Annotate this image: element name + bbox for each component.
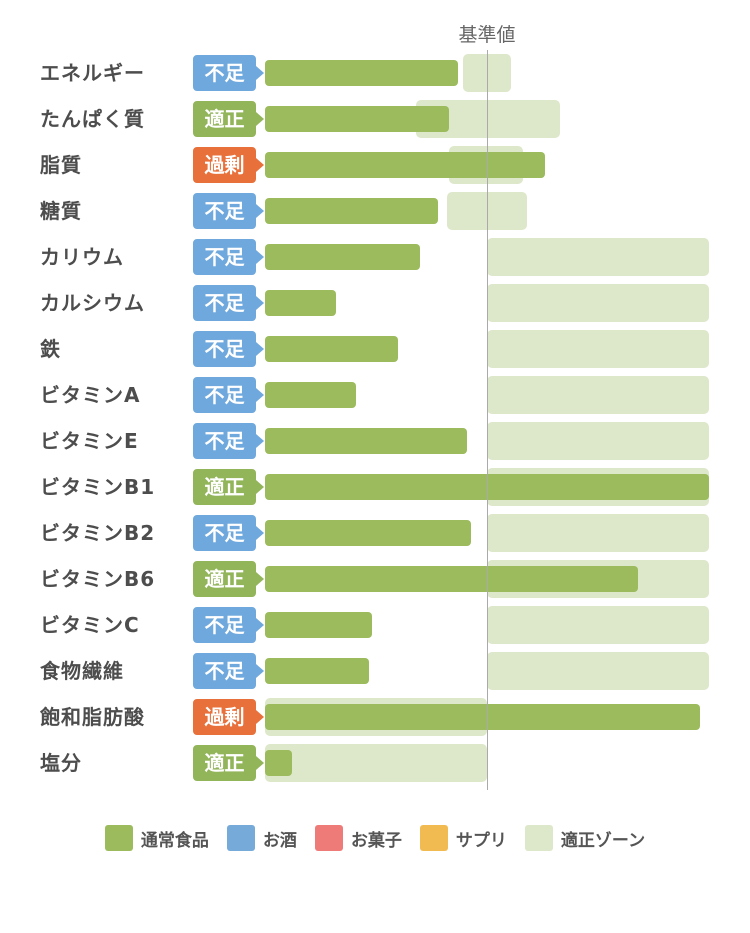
intake-bar [265,704,701,730]
chart-row: ビタミンE 不足 [0,418,750,464]
chart-row: カルシウム 不足 [0,280,750,326]
status-badge: 過剰 [193,147,264,183]
status-badge: 不足 [193,285,264,321]
legend-label: お酒 [262,830,297,851]
legend-swatch [524,825,553,851]
intake-bar [265,198,439,224]
chart-row: 脂質 過剰 [0,142,750,188]
chart-row: ビタミンC 不足 [0,602,750,648]
optimal-zone [462,54,512,92]
chart-row: ビタミンB2 不足 [0,510,750,556]
status-badge: 不足 [193,423,264,459]
legend-label: 通常食品 [140,830,209,851]
intake-bar [265,244,421,270]
nutrient-label: 鉄 [40,337,61,361]
optimal-zone [265,744,487,782]
legend-label: お菓子 [350,830,402,851]
status-badge: 不足 [193,377,264,413]
nutrient-label: 塩分 [40,751,82,775]
legend-item: サプリ [419,825,507,851]
status-badge: 不足 [193,193,264,229]
legend-item: お酒 [226,825,297,851]
chart-row: エネルギー 不足 [0,50,750,96]
legend-swatch [314,825,343,851]
reference-label: 基準値 [458,24,516,46]
nutrient-label: たんぱく質 [40,107,145,131]
nutrient-label: ビタミンB6 [40,567,156,591]
nutrient-label: ビタミンA [40,383,141,407]
nutrient-label: ビタミンB1 [40,475,156,499]
optimal-zone [487,514,709,552]
legend-swatch [419,825,448,851]
chart-row: ビタミンB1 適正 [0,464,750,510]
nutrient-label: カリウム [40,245,124,269]
nutrient-chart: 基準値 エネルギー 不足 たんぱく質 適正 脂質 過剰 糖質 不足 カリウム 不足 カルシウム 不足鉄… [0,24,750,790]
optimal-zone [487,330,709,368]
status-badge: 適正 [193,101,264,137]
status-badge: 不足 [193,331,264,367]
legend-item: お菓子 [314,825,402,851]
nutrient-label: 食物繊維 [40,659,124,683]
intake-bar [265,60,459,86]
legend: 通常食品 お酒 お菓子 サプリ 適正ゾーン [0,825,750,851]
chart-row: ビタミンA 不足 [0,372,750,418]
nutrient-label: ビタミンC [40,613,140,637]
optimal-zone [487,422,709,460]
chart-row: 鉄 不足 [0,326,750,372]
legend-item: 適正ゾーン [524,825,646,851]
legend-swatch [104,825,133,851]
nutrient-label: 糖質 [40,199,82,223]
intake-bar [265,152,545,178]
intake-bar [265,428,468,454]
status-badge: 不足 [193,515,264,551]
intake-bar [265,106,450,132]
status-badge: 不足 [193,55,264,91]
chart-row: カリウム 不足 [0,234,750,280]
chart-row: 糖質 不足 [0,188,750,234]
chart-row: たんぱく質 適正 [0,96,750,142]
optimal-zone [487,376,709,414]
chart-row: ビタミンB6 適正 [0,556,750,602]
intake-bar [265,382,357,408]
chart-row: 飽和脂肪酸 過剰 [0,694,750,740]
intake-bar [265,336,399,362]
optimal-zone [447,192,527,230]
optimal-zone [487,606,709,644]
nutrient-label: ビタミンE [40,429,139,453]
intake-bar [265,750,292,776]
chart-row: 塩分 適正 [0,740,750,786]
nutrient-label: エネルギー [40,61,145,85]
intake-bar [265,566,638,592]
status-badge: 不足 [193,239,264,275]
nutrient-label: 飽和脂肪酸 [40,705,145,729]
legend-label: 適正ゾーン [560,830,646,851]
status-badge: 適正 [193,561,264,597]
status-badge: 適正 [193,745,264,781]
intake-bar [265,290,337,316]
intake-bar [265,520,472,546]
nutrient-label: カルシウム [40,291,145,315]
status-badge: 適正 [193,469,264,505]
intake-bar [265,658,370,684]
optimal-zone [487,284,709,322]
chart-row: 食物繊維 不足 [0,648,750,694]
status-badge: 不足 [193,653,264,689]
legend-label: サプリ [455,830,507,851]
optimal-zone [487,238,709,276]
status-badge: 過剰 [193,699,264,735]
status-badge: 不足 [193,607,264,643]
legend-swatch [226,825,255,851]
intake-bar [265,612,372,638]
optimal-zone [487,652,709,690]
legend-item: 通常食品 [104,825,209,851]
nutrient-label: 脂質 [40,153,82,177]
reference-line [487,50,488,790]
nutrient-label: ビタミンB2 [40,521,156,545]
